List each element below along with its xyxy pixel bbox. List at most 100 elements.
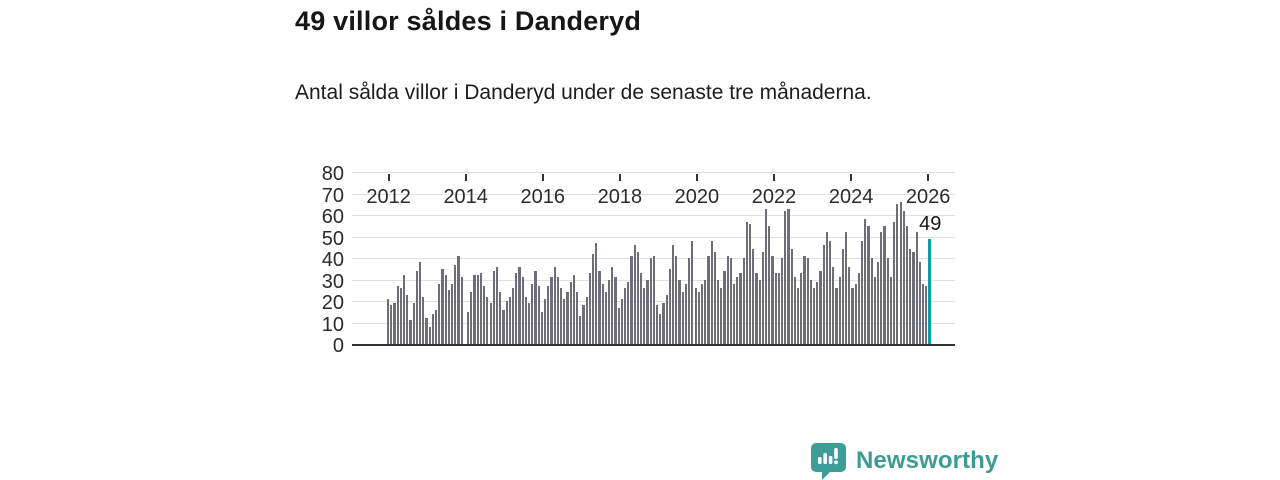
bar [761, 251, 764, 344]
bar [861, 240, 864, 344]
bar [832, 266, 835, 344]
bar [678, 279, 681, 344]
bar [569, 281, 572, 344]
bar [476, 275, 479, 344]
bar [556, 277, 559, 344]
bar [492, 270, 495, 344]
bar [704, 279, 707, 344]
bar [399, 288, 402, 344]
bar [665, 294, 668, 344]
x-tick-label: 2026 [905, 186, 951, 208]
bar [393, 303, 396, 344]
x-tick [464, 174, 467, 181]
bar [797, 288, 800, 344]
bar [431, 313, 435, 344]
newsworthy-logo-icon [811, 443, 846, 480]
bar [835, 288, 838, 344]
bar [822, 245, 825, 344]
x-tick-label: 2016 [520, 186, 566, 208]
bar [886, 258, 889, 344]
bar [864, 219, 867, 344]
bar [415, 270, 419, 344]
x-tick [850, 174, 853, 181]
bar [793, 277, 796, 344]
bar [784, 210, 787, 344]
bar [851, 288, 854, 344]
bar [447, 290, 451, 344]
bar [816, 281, 819, 344]
bar [585, 296, 588, 344]
bar [543, 298, 547, 344]
bar [675, 255, 678, 344]
bar [877, 262, 880, 344]
x-tick [773, 174, 776, 181]
bar [787, 208, 790, 344]
bar [473, 275, 476, 344]
y-tick-label: 10 [321, 313, 344, 336]
bar [889, 277, 893, 344]
bar [582, 305, 585, 344]
bar [652, 255, 656, 344]
bar [707, 255, 710, 344]
bar [620, 298, 624, 344]
gridline-80 [352, 172, 955, 173]
x-tick-label: 2020 [674, 186, 720, 208]
bar [681, 292, 684, 344]
bar [502, 309, 505, 344]
bar [649, 258, 652, 344]
bar [697, 292, 700, 344]
bar [755, 273, 758, 344]
bar [435, 309, 438, 344]
x-tick-label: 2014 [443, 186, 488, 208]
gridline-70 [352, 193, 955, 195]
bar [428, 326, 431, 344]
bar [614, 277, 617, 344]
bar [899, 202, 902, 344]
x-tick-label: 2012 [366, 186, 411, 208]
bar [511, 288, 515, 344]
x-tick-label: 2018 [597, 186, 643, 208]
gridline-50 [352, 236, 955, 238]
y-tick-label: 60 [321, 206, 344, 228]
bar [713, 251, 716, 344]
bar [604, 292, 607, 344]
bar [893, 221, 896, 344]
bar [550, 277, 553, 344]
bar [720, 288, 723, 344]
bar [726, 255, 729, 344]
bar [438, 283, 441, 344]
bar [467, 311, 470, 344]
chart-subtitle: Antal sålda villor i Danderyd under de s… [295, 81, 872, 104]
bar [880, 232, 883, 344]
bar [925, 286, 928, 344]
bar [905, 225, 909, 344]
bar [691, 240, 694, 344]
bar [870, 258, 873, 344]
bar [406, 294, 409, 344]
bar [716, 279, 720, 344]
bar [588, 273, 591, 344]
bar [748, 223, 752, 344]
bar [601, 283, 604, 344]
bar [780, 258, 784, 344]
bar [672, 245, 675, 344]
bar [739, 273, 742, 344]
bar [598, 270, 601, 344]
bar [857, 273, 861, 344]
bar [479, 273, 483, 344]
bar [883, 225, 886, 344]
y-tick-label: 80 [321, 163, 344, 185]
y-tick-label: 70 [321, 184, 344, 207]
bar [505, 301, 508, 344]
bar [771, 255, 774, 344]
y-tick-label: 30 [321, 270, 344, 293]
bar [566, 292, 569, 344]
bar [559, 288, 563, 344]
bar [470, 292, 473, 344]
bar [553, 266, 556, 344]
bar [563, 298, 566, 344]
x-tick [618, 174, 621, 181]
bar [390, 305, 393, 344]
bar [909, 249, 912, 344]
